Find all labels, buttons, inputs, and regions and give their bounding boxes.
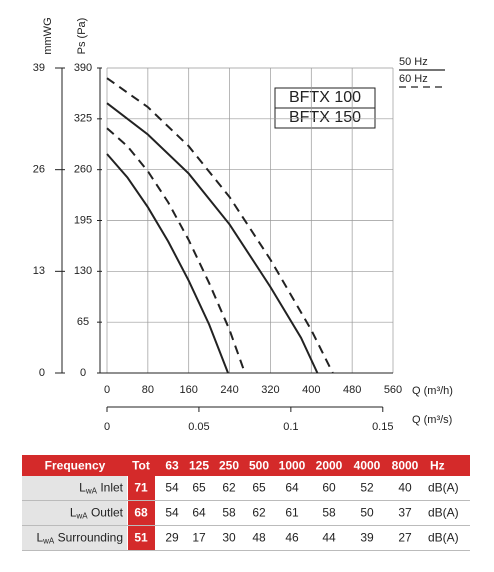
table-cell: 54 [165, 481, 179, 495]
table-cell: 54 [165, 506, 179, 520]
table-cell: 29 [165, 531, 179, 545]
x-tick-label: 400 [302, 384, 320, 396]
table-header: 250 [219, 459, 239, 473]
table-cell: 58 [222, 506, 236, 520]
row-label-sub: wA [76, 512, 89, 521]
x2-tick-label: 0.15 [372, 421, 393, 433]
table-header: Frequency [45, 459, 106, 473]
row-label-main: L [36, 531, 43, 545]
x-tick-label: 480 [343, 384, 361, 396]
table-header: Tot [132, 459, 150, 473]
table-cell: 71 [134, 481, 148, 495]
table-cell: 62 [252, 506, 266, 520]
row-label-sub: wA [42, 537, 55, 546]
table-cell: 30 [222, 531, 236, 545]
table-cell: 65 [252, 481, 266, 495]
y2-tick-label: 26 [33, 164, 45, 176]
x-tick-label: 80 [142, 384, 154, 396]
curve [106, 153, 229, 374]
x-tick-label: 240 [220, 384, 238, 396]
x-tick-label: 560 [384, 384, 402, 396]
curve [106, 77, 334, 374]
table-cell: 61 [285, 506, 299, 520]
y2-tick-label: 13 [33, 265, 45, 277]
table-header: 63 [165, 459, 179, 473]
row-label-bg [22, 501, 127, 525]
y-tick-label: 0 [80, 367, 86, 379]
table-header: 500 [249, 459, 269, 473]
table-header: 4000 [354, 459, 381, 473]
row-label-text: Outlet [88, 506, 124, 520]
table-cell: 17 [192, 531, 206, 545]
y-tick-label: 260 [74, 164, 92, 176]
row-label-main: L [70, 506, 77, 520]
x-axis-title: Q (m³/h) [412, 385, 453, 397]
x-tick-label: 320 [261, 384, 279, 396]
table-header: 2000 [316, 459, 343, 473]
table-cell: 58 [322, 506, 336, 520]
table-unit: dB(A) [428, 506, 459, 520]
table-cell: 64 [285, 481, 299, 495]
table-cell: 62 [222, 481, 236, 495]
table-cell: 37 [398, 506, 412, 520]
y2-tick-label: 39 [33, 62, 45, 74]
legend-label: 50 Hz [399, 56, 428, 68]
legend-label: 60 Hz [399, 73, 428, 85]
row-label-bg [22, 526, 127, 550]
curve [106, 102, 319, 374]
row-label-sub: wA [85, 487, 98, 496]
table-cell: 48 [252, 531, 266, 545]
table-cell: 40 [398, 481, 412, 495]
row-label: LwA Outlet [70, 506, 124, 521]
x2-tick-label: 0.05 [188, 421, 209, 433]
row-label-text: Inlet [97, 481, 124, 495]
table-cell: 27 [398, 531, 412, 545]
y2-tick-label: 0 [39, 367, 45, 379]
table-cell: 60 [322, 481, 336, 495]
table-cell: 64 [192, 506, 206, 520]
x2-tick-label: 0 [104, 421, 110, 433]
tot-column-bg [128, 455, 155, 551]
x-tick-label: 160 [180, 384, 198, 396]
y-tick-label: 390 [74, 62, 92, 74]
model-label: BFTX 100 [289, 89, 361, 106]
table-unit: dB(A) [428, 481, 459, 495]
row-label-text: Surrounding [54, 531, 123, 545]
table-cell: 39 [360, 531, 374, 545]
table-header: Hz [430, 459, 445, 473]
table-header: 125 [189, 459, 209, 473]
y-tick-label: 130 [74, 265, 92, 277]
y-tick-label: 195 [74, 214, 92, 226]
row-label: LwA Surrounding [36, 531, 123, 546]
curve [106, 127, 246, 374]
table-header: 1000 [279, 459, 306, 473]
y-axis-title: Ps (Pa) [76, 18, 88, 55]
x-tick-label: 0 [104, 384, 110, 396]
x2-axis-title: Q (m³/s) [412, 414, 452, 426]
x2-tick-label: 0.1 [283, 421, 298, 433]
model-label: BFTX 150 [289, 109, 361, 126]
row-label: LwA Inlet [79, 481, 123, 496]
table-cell: 68 [134, 506, 148, 520]
table-unit: dB(A) [428, 531, 459, 545]
row-label-main: L [79, 481, 86, 495]
table-cell: 65 [192, 481, 206, 495]
table-cell: 51 [134, 531, 148, 545]
y-tick-label: 65 [77, 316, 89, 328]
table-cell: 52 [360, 481, 374, 495]
y2-axis-title: mmWG [42, 17, 54, 54]
table-header: 8000 [392, 459, 419, 473]
table-cell: 50 [360, 506, 374, 520]
table-cell: 44 [322, 531, 336, 545]
y-tick-label: 325 [74, 113, 92, 125]
table-cell: 46 [285, 531, 299, 545]
row-label-bg [22, 476, 127, 500]
